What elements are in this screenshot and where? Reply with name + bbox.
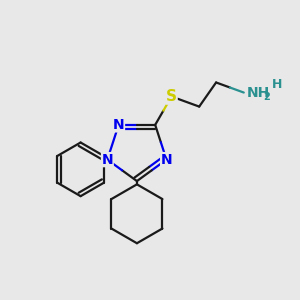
Text: N: N [161, 153, 172, 166]
Text: 2: 2 [263, 92, 270, 102]
Text: H: H [272, 78, 282, 91]
Text: N: N [101, 153, 113, 166]
Text: S: S [166, 89, 177, 104]
Text: N: N [113, 118, 124, 132]
Text: NH: NH [246, 85, 270, 100]
